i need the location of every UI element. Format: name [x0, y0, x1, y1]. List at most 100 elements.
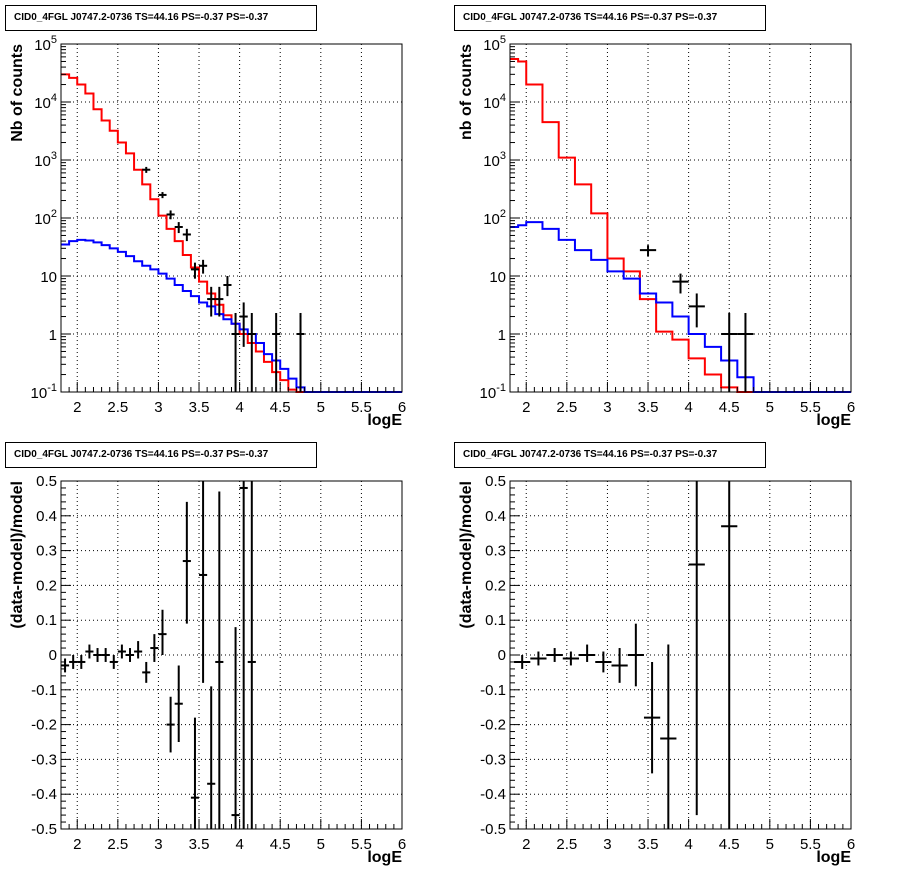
y-axis-label: (data-model)/model	[9, 481, 26, 629]
chart-title: CID0_4FGL J0747.2-0736 TS=44.16 PS=-0.37…	[5, 5, 317, 31]
x-tick-label: 4.5	[719, 836, 740, 853]
x-tick-label: 3.5	[638, 399, 659, 416]
y-tick-label: -0.5	[480, 821, 506, 838]
data-point	[101, 648, 110, 662]
chart-title: CID0_4FGL J0747.2-0736 TS=44.16 PS=-0.37…	[454, 442, 766, 468]
data-point	[688, 481, 705, 816]
data-point	[207, 286, 216, 317]
data-point	[125, 648, 135, 662]
series-line	[510, 58, 851, 393]
data-point	[688, 293, 705, 328]
y-tick-label: 10-1	[31, 382, 57, 402]
y-tick-label: 103	[483, 150, 506, 170]
x-tick-label: 2	[73, 399, 81, 416]
data-point	[69, 655, 78, 669]
data-point	[190, 262, 200, 279]
x-tick-label: 2	[522, 836, 530, 853]
data-point	[150, 634, 159, 662]
x-tick-label: 6	[398, 836, 406, 853]
x-tick-label: 3	[154, 399, 162, 416]
data-point	[611, 648, 628, 683]
y-tick-label: -0.4	[480, 786, 506, 803]
y-tick-label: 0.5	[485, 473, 506, 490]
data-point	[660, 644, 677, 829]
x-tick-label: 2	[522, 399, 530, 416]
data-point	[643, 661, 661, 774]
data-point	[231, 313, 240, 392]
data-point	[199, 481, 208, 683]
y-tick-label: 10	[40, 269, 57, 286]
plot-frame	[60, 43, 403, 393]
data-point	[93, 648, 102, 662]
data-point	[239, 302, 248, 347]
x-tick-label: 3	[603, 399, 611, 416]
x-tick-label: 6	[847, 399, 855, 416]
data-point	[182, 501, 191, 624]
y-tick-label: -0.1	[31, 682, 57, 699]
y-tick-label: 0.5	[36, 473, 57, 490]
data-point	[166, 210, 175, 220]
x-tick-label: 5.5	[800, 399, 821, 416]
plot-frame	[60, 480, 403, 830]
grid-lines	[61, 43, 403, 393]
y-tick-label: -0.2	[480, 717, 506, 734]
x-tick-label: 3.5	[638, 836, 659, 853]
y-tick-label: -0.1	[480, 682, 506, 699]
x-tick-label: 2.5	[107, 399, 128, 416]
data-point	[182, 228, 191, 242]
y-tick-label: 0.2	[36, 577, 57, 594]
residual-chart-left: 2 2.5 3 3.5 4 4.5 5 5.5 6logE-0.5-0.4-0.3-0.2-0.…	[9, 473, 406, 866]
data-point	[109, 655, 118, 669]
y-tick-label: 10	[489, 269, 506, 286]
x-tick-label: 5.5	[351, 836, 372, 853]
data-point	[627, 623, 644, 687]
data-point	[61, 658, 70, 673]
y-axis: -0.5 -0.4 -0.3 -0.2 -0.1 0 0.1 0.2 0.3 0.4 0.5 (dat…	[9, 473, 71, 838]
x-tick-label: 4	[684, 836, 692, 853]
x-tick-label: 3	[154, 836, 162, 853]
data-point	[247, 481, 256, 829]
data-point	[117, 644, 126, 659]
x-tick-label: 3	[603, 836, 611, 853]
y-tick-label: 0.1	[36, 612, 57, 629]
y-axis: 10-1 1 10 102 103 104 105 nb of counts	[458, 34, 520, 402]
y-tick-label: 1	[498, 327, 506, 344]
x-tick-label: 5	[766, 399, 774, 416]
y-tick-label: 102	[483, 208, 506, 228]
data-point	[142, 166, 151, 173]
x-tick-label: 5.5	[800, 836, 821, 853]
data-point	[85, 644, 94, 659]
data-point	[231, 627, 240, 829]
data-point	[190, 717, 200, 829]
data-point	[737, 313, 754, 392]
counts-panel-left: 2 2.5 3 3.5 4 4.5 5 5.5 6 logE 10-1 1 10 102 103 104 105…	[0, 0, 449, 437]
residual-panel-right: 2 2.5 3 3.5 4 4.5 5 5.5 6 logE -0.5 -0.4 -0.3 -0.2 -0.…	[449, 437, 898, 875]
data-point	[174, 222, 183, 234]
y-tick-label: 0.1	[485, 612, 506, 629]
x-tick-label: 6	[847, 836, 855, 853]
x-tick-label: 5.5	[351, 399, 372, 416]
y-tick-label: 104	[34, 92, 57, 112]
data-point	[514, 655, 531, 669]
data-point	[215, 491, 224, 829]
y-tick-label: 0.3	[485, 543, 506, 560]
y-tick-label: 105	[483, 34, 506, 54]
data-point	[77, 655, 86, 669]
x-tick-label: 3.5	[189, 836, 210, 853]
data-point	[158, 192, 167, 199]
x-tick-label: 3.5	[189, 399, 210, 416]
x-tick-label: 6	[398, 399, 406, 416]
series-line	[61, 73, 402, 393]
x-tick-label: 4	[235, 836, 243, 853]
data-point	[174, 665, 183, 742]
y-tick-label: 102	[34, 208, 57, 228]
y-tick-label: 10-1	[480, 382, 506, 402]
x-axis-label: logE	[367, 849, 402, 866]
x-tick-label: 4.5	[270, 836, 291, 853]
chart-title: CID0_4FGL J0747.2-0736 TS=44.16 PS=-0.37…	[454, 5, 766, 31]
data-point	[223, 276, 232, 297]
y-tick-label: 1	[49, 327, 57, 344]
